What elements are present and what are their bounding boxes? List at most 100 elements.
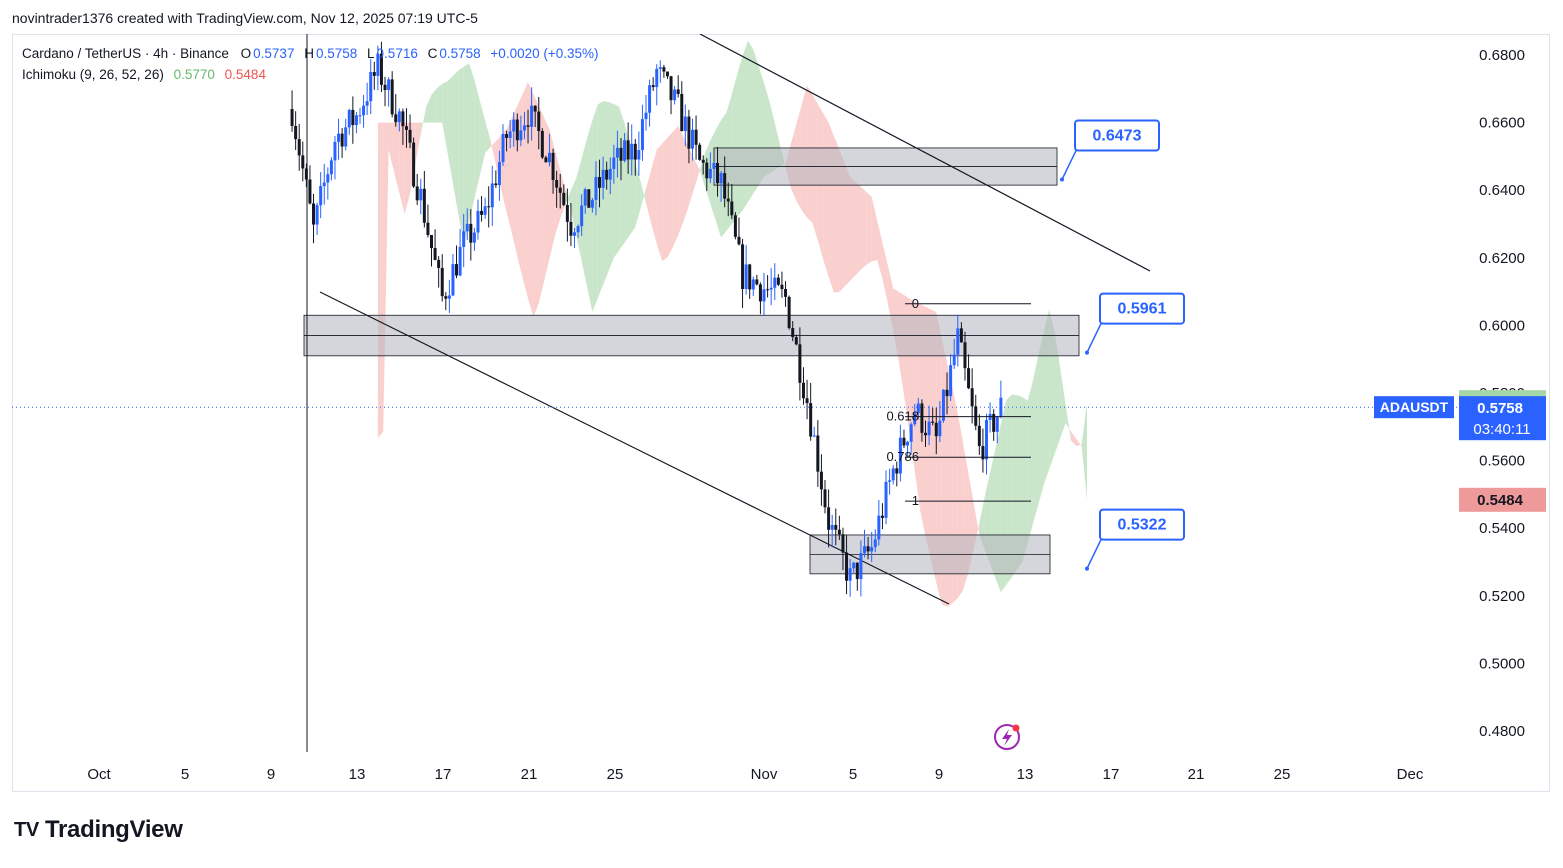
candle-body bbox=[476, 210, 480, 233]
candle-body bbox=[351, 109, 355, 126]
cloud-segment bbox=[877, 219, 883, 279]
cloud-segment bbox=[603, 101, 609, 285]
cloud-segment bbox=[597, 101, 604, 299]
price-callout-box[interactable] bbox=[1074, 119, 1160, 152]
candle-body bbox=[465, 223, 469, 232]
candle-body bbox=[751, 279, 755, 290]
candle-body bbox=[390, 79, 394, 115]
x-tick-label: 9 bbox=[935, 766, 943, 783]
cloud-segment bbox=[823, 113, 829, 277]
candle-body bbox=[497, 162, 501, 186]
cloud-segment bbox=[1065, 403, 1071, 441]
y-tick-label: 0.6800 bbox=[1479, 47, 1525, 64]
candle-body bbox=[415, 186, 419, 201]
candle-body bbox=[630, 143, 634, 160]
cloud-segment bbox=[1081, 403, 1087, 500]
candle-body bbox=[927, 421, 931, 436]
cloud-segment bbox=[1017, 395, 1023, 570]
cloud-segment bbox=[871, 196, 878, 262]
candle-body bbox=[938, 420, 942, 437]
candle-body bbox=[992, 414, 996, 432]
candle-body bbox=[312, 203, 316, 225]
lightning-badge-icon[interactable] bbox=[994, 724, 1020, 750]
candle-body bbox=[422, 188, 426, 223]
tradingview-wordmark: TradingView bbox=[44, 816, 183, 843]
candle-body bbox=[340, 133, 344, 147]
price-callout-box[interactable] bbox=[1099, 508, 1185, 541]
legend-symbol[interactable]: Cardano / TetherUS · 4h · Binance bbox=[22, 46, 229, 61]
price-callout-box[interactable] bbox=[1099, 292, 1185, 325]
cloud-segment bbox=[485, 120, 491, 154]
cloud-segment bbox=[882, 242, 888, 304]
candle-body bbox=[623, 140, 627, 161]
upper-trendline[interactable] bbox=[699, 34, 1151, 272]
legend-change: +0.0020 (+0.35%) bbox=[490, 46, 599, 61]
candle-body bbox=[819, 471, 823, 490]
candle-body bbox=[526, 125, 530, 127]
chart-byline: novintrader1376 created with TradingView… bbox=[12, 10, 478, 26]
candle-body bbox=[877, 515, 881, 540]
callout-anchor-dot bbox=[1085, 350, 1089, 355]
candle-body bbox=[669, 76, 673, 101]
candle-body bbox=[916, 403, 920, 414]
legend-close: 0.5758 bbox=[439, 46, 481, 61]
x-tick-label: Dec bbox=[1397, 766, 1424, 783]
candle-body bbox=[354, 115, 358, 126]
candle-body bbox=[433, 248, 437, 260]
candle-body bbox=[294, 125, 298, 140]
candle-body bbox=[809, 403, 813, 437]
candle-body bbox=[455, 264, 459, 276]
candle-body bbox=[891, 468, 895, 481]
span-b-price-label: 0.5484 bbox=[1477, 492, 1524, 509]
candle-body bbox=[995, 416, 999, 432]
candle-body bbox=[741, 244, 745, 289]
candle-body bbox=[794, 337, 798, 345]
cloud-segment bbox=[1027, 379, 1034, 543]
candle-body bbox=[319, 186, 323, 206]
fib-level-label: 0.786 bbox=[886, 449, 919, 464]
cloud-segment bbox=[1038, 330, 1044, 504]
cloud-segment bbox=[479, 100, 486, 176]
cloud-segment bbox=[565, 189, 571, 211]
candle-body bbox=[551, 152, 555, 181]
cloud-segment bbox=[463, 63, 470, 245]
y-tick-label: 0.5200 bbox=[1479, 588, 1525, 605]
candle-body bbox=[730, 201, 734, 216]
legend-indicator[interactable]: Ichimoku (9, 26, 52, 26) bbox=[22, 67, 164, 82]
candle-body bbox=[437, 259, 441, 268]
candle-body bbox=[812, 435, 816, 437]
candle-body bbox=[451, 264, 455, 296]
cloud-segment bbox=[662, 137, 668, 262]
legend-o-label: O bbox=[240, 46, 252, 61]
price-chart[interactable]: 0 0.618 0.786 1 0.6473 0.5961 0.5322 0.6800 0.… bbox=[12, 34, 1550, 792]
tradingview-logo[interactable]: TV TradingView bbox=[14, 816, 183, 844]
x-tick-label: 5 bbox=[181, 766, 189, 783]
candle-body bbox=[519, 130, 523, 141]
cloud-segment bbox=[377, 122, 384, 439]
cloud-segment bbox=[447, 75, 453, 184]
callout-anchor-dot bbox=[1060, 177, 1064, 182]
cloud-segment bbox=[619, 106, 625, 251]
cloud-segment bbox=[866, 191, 872, 265]
callout-pointer bbox=[1086, 537, 1103, 569]
candle-body bbox=[637, 150, 641, 160]
candle-body bbox=[612, 157, 616, 169]
candle-body bbox=[701, 159, 705, 163]
candle-body bbox=[472, 232, 476, 243]
cloud-segment bbox=[415, 122, 421, 164]
candle-body bbox=[680, 93, 684, 132]
candle-body bbox=[866, 546, 870, 552]
trendlines bbox=[12, 34, 1457, 752]
target-callouts: 0.6473 0.5961 0.5322 bbox=[1060, 119, 1185, 571]
candle-body bbox=[848, 568, 852, 581]
cloud-segment bbox=[844, 163, 851, 287]
candle-body bbox=[308, 179, 312, 204]
cloud-segment bbox=[549, 129, 555, 259]
candle-body bbox=[870, 547, 874, 552]
callout-anchor-dot bbox=[1085, 566, 1089, 571]
candle-body bbox=[683, 116, 687, 132]
candle-body bbox=[719, 173, 723, 184]
cloud-segment bbox=[581, 138, 588, 287]
cloud-segment bbox=[860, 186, 867, 270]
y-tick-label: 0.6400 bbox=[1479, 182, 1525, 199]
